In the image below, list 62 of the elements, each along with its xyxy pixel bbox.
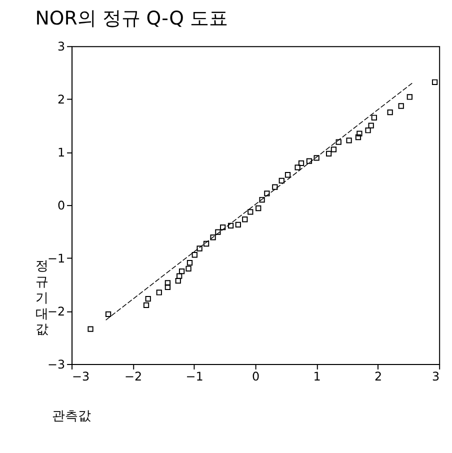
point [210, 234, 216, 240]
x-tick-label: −1 [186, 369, 204, 384]
point [326, 150, 332, 156]
x-tick-label: 0 [252, 369, 260, 384]
point [314, 155, 320, 161]
point [242, 216, 248, 222]
x-tick-label: 2 [374, 369, 382, 384]
point [105, 311, 112, 318]
point [220, 224, 226, 230]
point [175, 278, 181, 284]
y-axis-title: 정규 기대값 [36, 259, 49, 338]
point [398, 103, 404, 109]
y-tick-label: 2 [57, 92, 66, 107]
y-tick-label: −2 [48, 304, 66, 318]
point [235, 222, 241, 228]
point [248, 209, 254, 215]
y-tick-label: 3 [57, 40, 66, 54]
point [284, 172, 291, 178]
point [143, 302, 150, 308]
point [178, 268, 185, 274]
point [432, 79, 438, 85]
point [176, 273, 182, 279]
point [355, 134, 362, 140]
y-tick-label: 1 [57, 146, 66, 160]
point [306, 158, 312, 164]
x-tick-label: 1 [313, 369, 321, 384]
y-tick-label: 0 [57, 198, 66, 213]
point [186, 266, 192, 272]
x-axis-title: 관측값 [52, 409, 92, 424]
point [368, 122, 374, 128]
x-tick-label: −3 [72, 369, 90, 384]
x-tick-label: 3 [432, 369, 440, 384]
point [336, 139, 342, 145]
point [196, 246, 202, 252]
point [294, 164, 300, 170]
point [330, 146, 337, 152]
point [346, 138, 352, 144]
point [228, 222, 234, 229]
point [192, 252, 198, 258]
point [256, 205, 262, 212]
point [259, 196, 265, 203]
point [371, 114, 377, 120]
point [203, 240, 210, 247]
point [356, 130, 362, 136]
y-tick-label: −1 [48, 252, 66, 266]
point [365, 128, 371, 134]
point [272, 184, 278, 190]
y-tick-label: −3 [48, 357, 66, 372]
point [156, 290, 162, 296]
point [164, 284, 171, 290]
point [406, 94, 413, 100]
point [88, 326, 94, 332]
point [145, 296, 151, 302]
point [186, 260, 193, 266]
point [264, 190, 270, 196]
point [164, 280, 171, 286]
point [215, 229, 221, 235]
x-tick-label: −2 [124, 369, 142, 384]
point [298, 160, 304, 166]
chart-title: NOR의 정규 Q-Q 도표 [35, 7, 228, 30]
point [387, 110, 393, 116]
point [278, 178, 284, 184]
